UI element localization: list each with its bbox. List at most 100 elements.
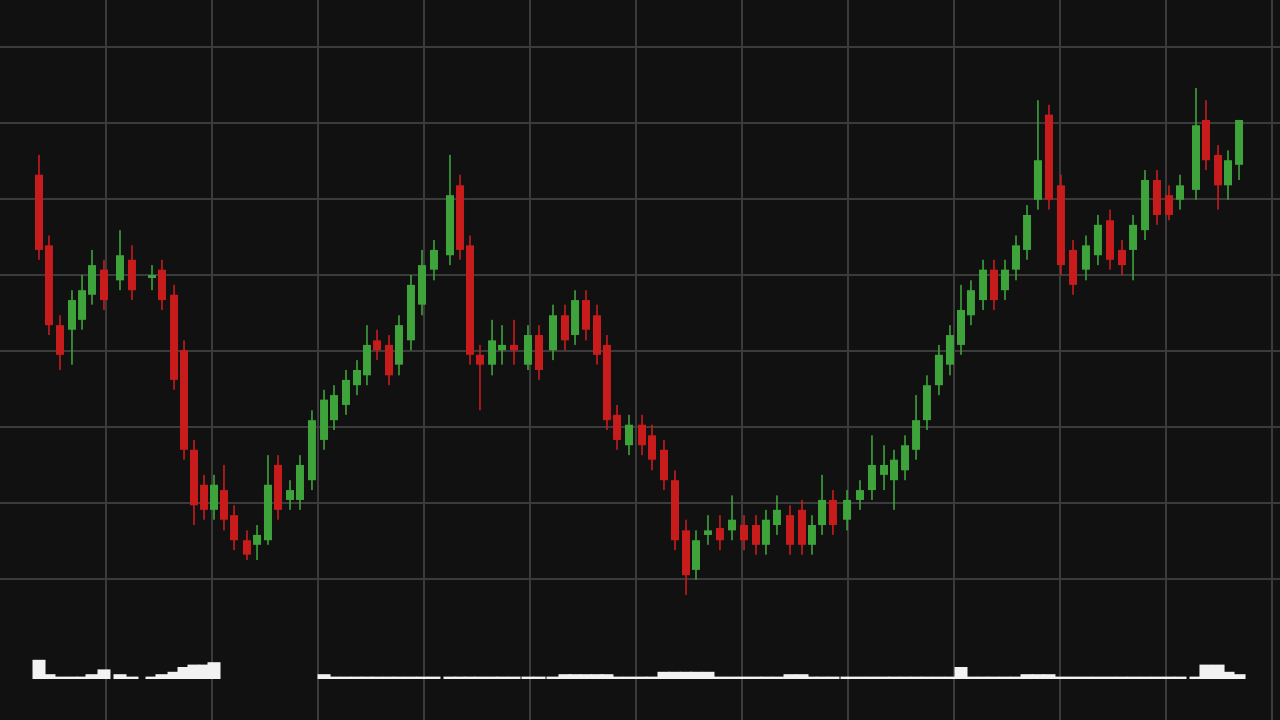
candle-body bbox=[1000, 269, 1009, 291]
volume-bar bbox=[65, 676, 79, 679]
volume-bar bbox=[865, 676, 879, 679]
candle-body bbox=[751, 525, 760, 545]
volume-bar bbox=[877, 676, 891, 679]
volume-bar bbox=[155, 674, 169, 679]
volume-bar bbox=[113, 674, 127, 679]
volume-bar bbox=[382, 676, 396, 679]
volume-bar bbox=[783, 674, 797, 679]
candle-body bbox=[890, 459, 899, 481]
candle-body bbox=[1069, 249, 1078, 285]
candle-body bbox=[728, 519, 737, 531]
candle-body bbox=[475, 354, 484, 365]
candle-body bbox=[901, 445, 910, 471]
candle-body bbox=[1044, 114, 1053, 200]
volume-bar bbox=[920, 676, 934, 679]
candle-body bbox=[625, 424, 634, 446]
volume-bar bbox=[187, 664, 201, 679]
volume-bar bbox=[954, 667, 968, 679]
volume-bar bbox=[887, 676, 901, 679]
volume-bar bbox=[558, 674, 572, 679]
volume-bar bbox=[427, 676, 441, 679]
candle-body bbox=[715, 528, 724, 541]
volume-bar bbox=[1173, 676, 1187, 679]
volume-bar bbox=[932, 676, 946, 679]
volume-bar bbox=[668, 671, 682, 679]
volume-bar bbox=[327, 676, 341, 679]
candle-body bbox=[466, 245, 475, 355]
volume-bar bbox=[770, 676, 784, 679]
candle-body bbox=[253, 534, 262, 545]
candle-body bbox=[682, 530, 691, 576]
candle-body bbox=[786, 515, 795, 545]
volume-bar bbox=[976, 676, 990, 679]
candle-body bbox=[880, 465, 889, 475]
candle-body bbox=[671, 480, 680, 541]
volume-bar bbox=[898, 676, 912, 679]
candle-body bbox=[1224, 160, 1233, 186]
candle-body bbox=[979, 269, 988, 301]
candle-body bbox=[797, 509, 806, 545]
candle-body bbox=[353, 370, 362, 386]
candle-body bbox=[44, 245, 53, 326]
candle-body bbox=[78, 290, 87, 320]
candle-body bbox=[772, 509, 781, 526]
candle-body bbox=[307, 420, 316, 481]
volume-bar bbox=[815, 676, 829, 679]
candle-body bbox=[1023, 214, 1032, 250]
candle-body bbox=[35, 174, 44, 250]
candle-body bbox=[99, 269, 108, 301]
volume-bar bbox=[635, 676, 649, 679]
candle-body bbox=[659, 449, 668, 481]
volume-bar bbox=[521, 676, 535, 679]
candle-body bbox=[417, 265, 426, 305]
candle-body bbox=[535, 335, 544, 370]
volume-bar bbox=[404, 676, 418, 679]
candle-body bbox=[1012, 245, 1021, 270]
volume-bar bbox=[370, 676, 384, 679]
volume-bar bbox=[1103, 676, 1117, 679]
volume-bar bbox=[1199, 664, 1213, 679]
volume-bar bbox=[317, 674, 331, 679]
candle-body bbox=[263, 484, 272, 541]
volume-bar bbox=[125, 676, 139, 679]
volume-bar bbox=[645, 676, 659, 679]
volume-bar bbox=[1150, 676, 1164, 679]
volume-bar bbox=[485, 676, 499, 679]
candle-body bbox=[498, 344, 507, 351]
candle-body bbox=[88, 265, 97, 295]
volume-bar bbox=[657, 671, 671, 679]
candle-body bbox=[55, 325, 64, 355]
candle-body bbox=[385, 344, 394, 376]
volume-bar bbox=[495, 676, 509, 679]
candle-body bbox=[828, 499, 837, 526]
candle-body bbox=[549, 315, 558, 351]
volume-bar bbox=[853, 676, 867, 679]
candle-body bbox=[148, 275, 157, 279]
volume-bar bbox=[1138, 676, 1152, 679]
volume-bar bbox=[97, 669, 111, 679]
candle-body bbox=[189, 449, 198, 506]
volume-bar bbox=[713, 676, 727, 679]
candle-body bbox=[320, 399, 329, 440]
candle-body bbox=[429, 249, 438, 270]
volume-bar bbox=[805, 676, 819, 679]
volume-bar bbox=[1042, 674, 1056, 679]
volume-bar bbox=[75, 676, 89, 679]
candle-body bbox=[740, 525, 749, 541]
volume-bar bbox=[443, 676, 457, 679]
volume-bar bbox=[998, 676, 1012, 679]
volume-bar bbox=[759, 676, 773, 679]
volume-bar bbox=[53, 676, 67, 679]
candle-body bbox=[1093, 224, 1102, 256]
candle-body bbox=[1118, 249, 1127, 266]
volume-bar bbox=[473, 676, 487, 679]
volume-bar bbox=[145, 676, 159, 679]
candle-body bbox=[703, 530, 712, 535]
volume-bar bbox=[339, 676, 353, 679]
volume-bar bbox=[725, 676, 739, 679]
volume-bar bbox=[32, 659, 46, 679]
volume-bar bbox=[1009, 676, 1023, 679]
candle-body bbox=[855, 490, 864, 500]
candle-body bbox=[934, 354, 943, 386]
candle-body bbox=[1152, 180, 1161, 215]
